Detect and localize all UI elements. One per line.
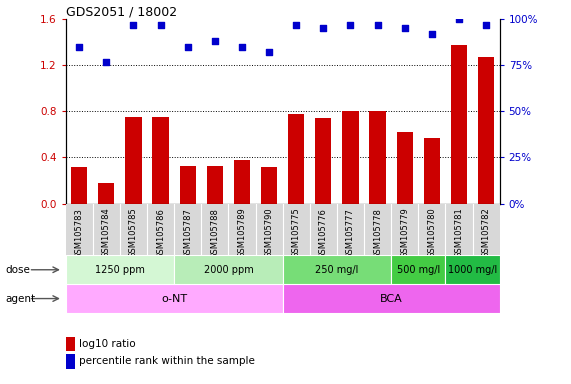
Bar [174,255,283,284]
Point [183,44,192,50]
Bar [66,354,75,369]
Bar [234,160,250,204]
Text: 250 mg/l: 250 mg/l [315,265,359,275]
Text: GSM105784: GSM105784 [102,208,111,258]
Text: log10 ratio: log10 ratio [79,339,135,349]
Point [481,22,490,28]
Text: GSM105780: GSM105780 [427,208,436,258]
Text: dose: dose [6,265,31,275]
Bar [126,117,142,204]
Bar [424,138,440,204]
Bar [207,166,223,204]
Text: GSM105789: GSM105789 [238,208,247,258]
Text: GSM105785: GSM105785 [129,208,138,258]
Text: 1000 mg/l: 1000 mg/l [448,265,497,275]
Point [427,31,436,37]
Point [373,22,382,28]
Text: agent: agent [6,293,36,304]
Bar [283,255,391,284]
Text: GSM105788: GSM105788 [210,208,219,258]
Bar [478,57,494,204]
Bar [179,166,196,204]
Point [400,25,409,31]
Bar [66,284,283,313]
Bar [152,117,169,204]
Bar [396,132,413,204]
Bar [98,183,114,204]
Bar [445,255,500,284]
Text: percentile rank within the sample: percentile rank within the sample [79,356,255,366]
Bar [342,111,359,204]
Point [319,25,328,31]
Text: GSM105787: GSM105787 [183,208,192,258]
Text: 1250 ppm: 1250 ppm [95,265,145,275]
Text: GSM105790: GSM105790 [264,208,274,258]
Point [264,49,274,55]
Bar [369,111,386,204]
Point [210,38,219,45]
Text: GSM105775: GSM105775 [292,208,301,258]
Bar [288,114,304,204]
Text: 500 mg/l: 500 mg/l [397,265,440,275]
Point [156,22,165,28]
Point [75,44,84,50]
Text: o-NT: o-NT [161,293,187,304]
Point [238,44,247,50]
Text: GSM105782: GSM105782 [481,208,490,258]
Point [129,22,138,28]
Bar [71,167,87,204]
Bar [315,118,331,204]
Text: GSM105777: GSM105777 [346,208,355,258]
Text: GSM105781: GSM105781 [455,208,464,258]
Bar [66,255,174,284]
Text: BCA: BCA [380,293,403,304]
Bar [391,255,445,284]
Text: 2000 ppm: 2000 ppm [203,265,254,275]
Bar [66,337,75,351]
Bar [283,284,500,313]
Text: GSM105778: GSM105778 [373,208,382,258]
Text: GDS2051 / 18002: GDS2051 / 18002 [66,5,177,18]
Text: GSM105779: GSM105779 [400,208,409,258]
Point [346,22,355,28]
Point [292,22,301,28]
Point [455,16,464,22]
Point [102,58,111,65]
Text: GSM105783: GSM105783 [75,208,84,258]
Bar [451,45,467,204]
Bar [261,167,278,204]
Text: GSM105786: GSM105786 [156,208,165,258]
Text: GSM105776: GSM105776 [319,208,328,258]
